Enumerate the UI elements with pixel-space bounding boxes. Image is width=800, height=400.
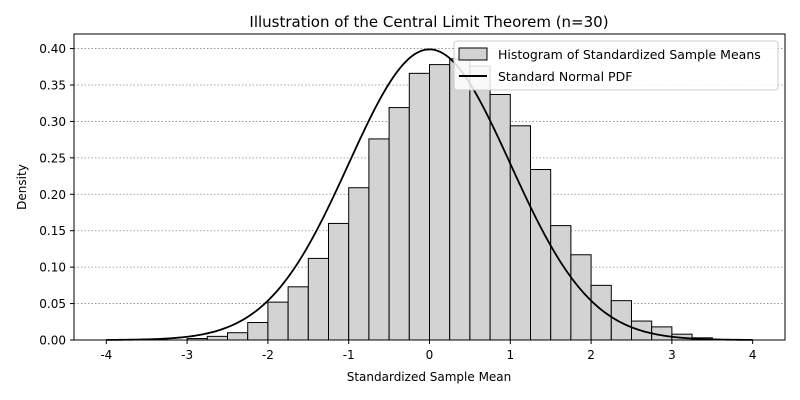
histogram-bar-1 — [206, 335, 229, 341]
histogram-bar-9 — [368, 138, 390, 341]
y-tick-label-6: 0.30 — [39, 115, 66, 129]
legend: Histogram of Standardized Sample Means S… — [453, 40, 779, 91]
normal-pdf-curve — [106, 48, 753, 341]
y-tick-label-3: 0.15 — [39, 224, 66, 238]
histogram-bar-6 — [307, 257, 330, 341]
histogram-bar-11 — [408, 72, 431, 341]
histogram-bar-12 — [429, 64, 451, 341]
y-axis-label: Density — [15, 164, 29, 210]
y-tick-label-7: 0.35 — [39, 79, 66, 93]
histogram-bar-13 — [449, 58, 471, 341]
histogram-bar-17 — [529, 169, 552, 341]
x-tick-label-6: 2 — [587, 348, 595, 362]
y-tick-label-4: 0.20 — [39, 188, 66, 202]
x-tick-label-4: 0 — [426, 348, 434, 362]
y-tick-label-5: 0.25 — [39, 151, 66, 165]
y-tick-label-8: 0.40 — [39, 42, 66, 56]
histogram-bar-4 — [267, 301, 289, 341]
x-tick-label-3: -1 — [343, 348, 355, 362]
histogram-bars — [186, 58, 713, 341]
x-axis: -4 -3 -2 -1 0 1 2 3 4 — [100, 340, 757, 362]
x-tick-label-8: 4 — [749, 348, 757, 362]
x-tick-label-1: -3 — [181, 348, 193, 362]
y-tick-label-0: 0.00 — [39, 334, 66, 348]
histogram-bar-7 — [328, 222, 350, 341]
x-tick-label-5: 1 — [506, 348, 514, 362]
x-axis-label: Standardized Sample Mean — [347, 370, 512, 384]
y-tick-label-1: 0.05 — [39, 297, 66, 311]
legend-box — [453, 40, 779, 91]
histogram-bar-21 — [610, 300, 632, 341]
histogram-bar-16 — [509, 125, 531, 341]
histogram-bar-20 — [590, 284, 612, 341]
legend-pdf-label: Standard Normal PDF — [498, 69, 632, 84]
histogram-bar-3 — [247, 322, 269, 341]
x-tick-label-7: 3 — [668, 348, 676, 362]
histogram-bar-8 — [348, 187, 370, 341]
y-tick-label-2: 0.10 — [39, 261, 66, 275]
histogram-bar-18 — [550, 225, 572, 341]
histogram-bar-2 — [227, 332, 249, 341]
x-tick-label-2: -2 — [262, 348, 274, 362]
chart-title: Illustration of the Central Limit Theore… — [249, 13, 608, 31]
legend-histogram-label: Histogram of Standardized Sample Means — [498, 47, 761, 62]
histogram-bar-5 — [287, 286, 309, 341]
x-tick-label-0: -4 — [100, 348, 112, 362]
histogram-bar-14 — [469, 65, 491, 341]
y-axis: 0.00 0.05 0.10 0.15 0.20 0.25 0.30 0.35 0.40 — [39, 42, 74, 348]
legend-histogram-swatch — [458, 47, 488, 61]
histogram-bar-10 — [388, 107, 410, 341]
histogram-bar-15 — [489, 93, 511, 341]
